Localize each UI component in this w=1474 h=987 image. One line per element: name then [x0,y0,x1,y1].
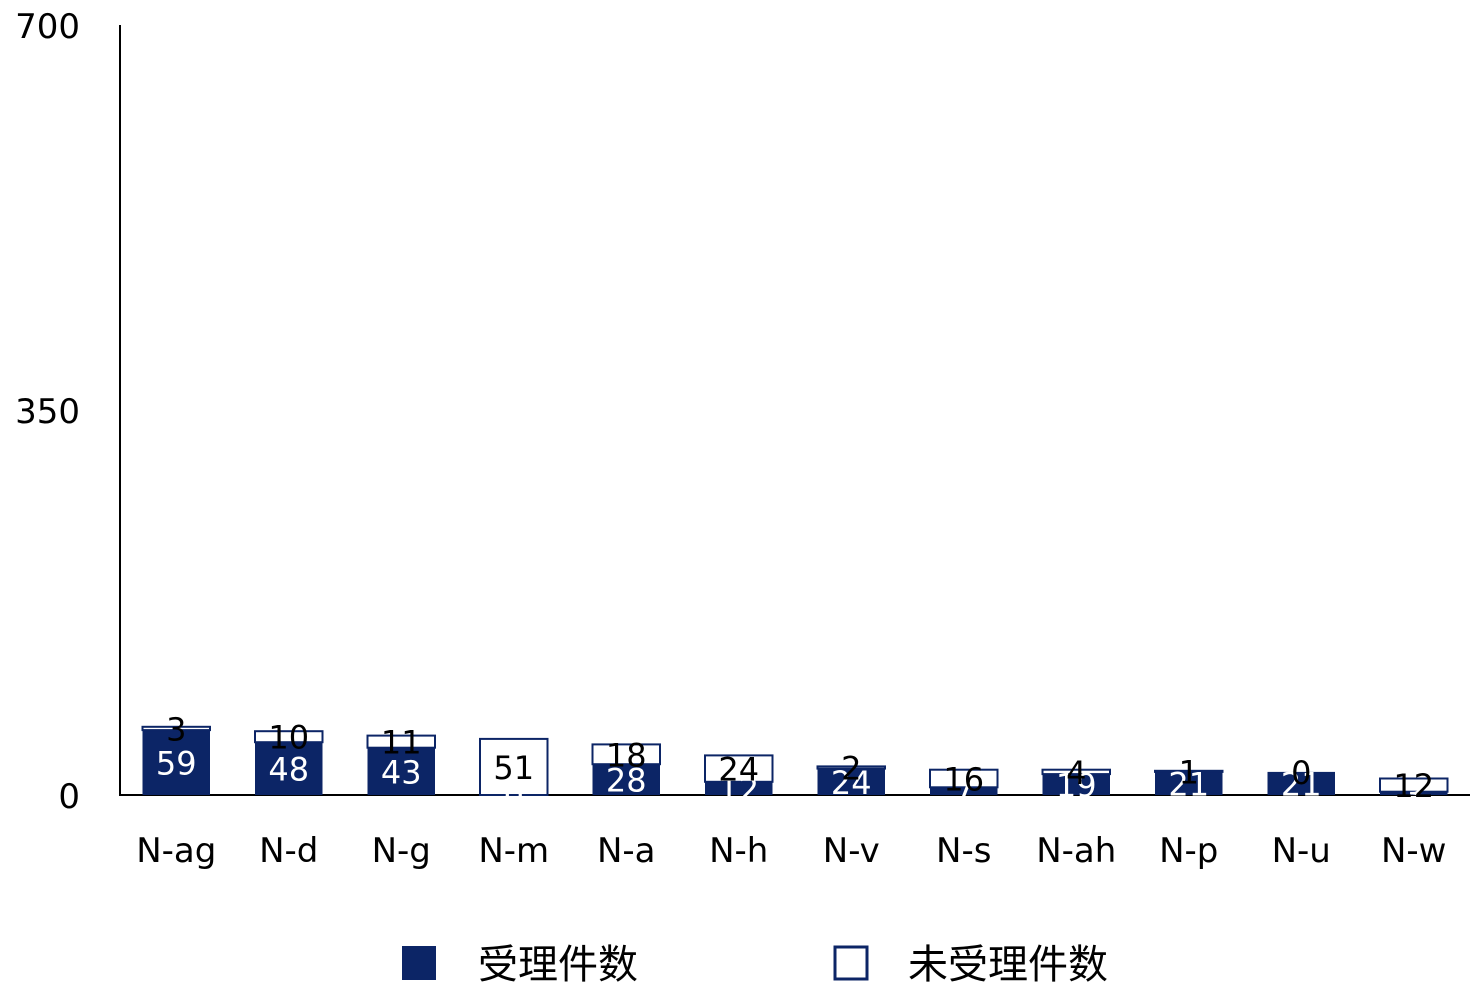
data-label-unaccepted: 1 [1179,753,1199,791]
bar-accepted [1042,774,1110,795]
bar-unaccepted [704,754,774,783]
bar-unaccepted [1154,769,1224,773]
data-label-accepted: 7 [954,773,974,811]
x-category-label: N-m [478,831,549,871]
category-labels: N-ag N-d N-g N-m N-a N-h N-v N-s N-ah N-p N-u N-w [136,831,1446,871]
bar-unaccepted [254,730,324,744]
bar-accepted [817,768,885,795]
bar-unaccepted [1379,777,1449,793]
bar-unaccepted [479,737,549,797]
legend-label-unaccepted: 未受理件数 [908,942,1108,987]
data-label-unaccepted: 11 [381,724,422,762]
data-label-unaccepted: 3 [166,710,186,748]
data-label-unaccepted: 16 [943,761,984,799]
data-label-unaccepted: 2 [841,750,861,788]
bar-accepted [592,764,660,795]
data-label-accepted: 43 [381,753,422,791]
bar-accepted [930,787,998,795]
data-label-accepted: 21 [1281,765,1322,803]
x-category-label: N-h [709,831,768,871]
x-category-label: N-s [936,831,991,871]
bar-accepted [705,781,773,795]
data-label-unaccepted: 24 [718,751,759,789]
data-label-accepted: 19 [1056,767,1097,805]
legend-label-accepted: 受理件数 [478,942,638,987]
data-label-accepted: 28 [606,762,647,800]
bar-accepted [1155,771,1223,795]
legend: 受理件数 未受理件数 [402,942,1108,987]
x-category-label: N-p [1159,831,1218,871]
bar-unaccepted [141,725,211,732]
data-label-accepted: 3 [1404,775,1424,813]
data-label-unaccepted: 12 [1393,767,1434,805]
legend-swatch-accepted [402,946,436,980]
data-label-unaccepted: 10 [268,719,309,757]
bar-accepted [142,730,210,795]
x-category-label: N-v [823,831,880,871]
data-label-unaccepted: 0 [1291,754,1311,792]
bar-unaccepted [591,743,661,766]
bar-unaccepted [1041,768,1111,776]
x-category-label: N-ah [1036,831,1116,871]
bar-unaccepted [366,734,436,749]
y-tick-label: 0 [58,777,80,817]
bar-accepted [255,742,323,795]
x-category-label: N-g [372,831,431,871]
bar-accepted [1267,771,1335,795]
x-category-label: N-ag [136,831,216,871]
x-category-label: N-w [1381,831,1447,871]
data-label-unaccepted: 4 [1066,754,1086,792]
data-label-accepted: 59 [156,745,197,783]
bar-accepted [367,747,435,795]
x-category-label: N-d [259,831,318,871]
data-label-accepted: 12 [718,770,759,808]
bar-unaccepted [929,768,999,789]
data-label-accepted: 0 [504,777,524,815]
data-label-unaccepted: 51 [493,749,534,787]
data-label-accepted: 48 [268,751,309,789]
y-tick-label: 700 [15,7,80,47]
x-category-label: N-a [597,831,656,871]
data-label-accepted: 24 [831,764,872,802]
y-tick-label: 350 [15,392,80,432]
bar-accepted [1380,791,1448,795]
legend-swatch-unaccepted [833,945,869,981]
bar-unaccepted [816,765,886,770]
x-category-label: N-u [1272,831,1331,871]
data-label-accepted: 21 [1168,765,1209,803]
data-label-unaccepted: 18 [606,736,647,774]
